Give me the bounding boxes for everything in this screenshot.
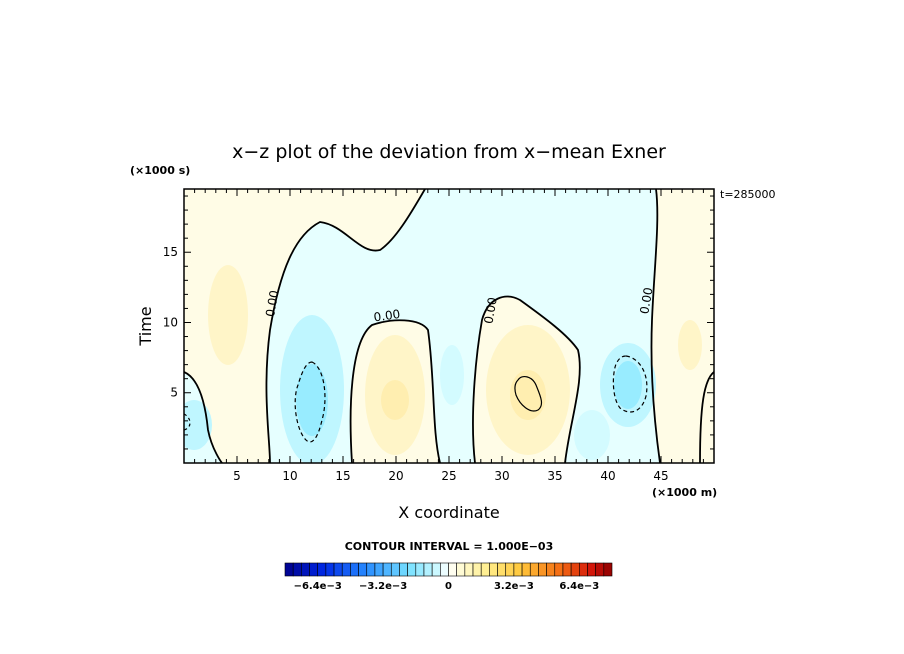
colorbar-cell — [309, 562, 318, 577]
colorbar-cell — [538, 562, 547, 577]
positive-region-left — [184, 189, 425, 463]
colorbar-cell — [464, 562, 474, 577]
y-tick-label: 10 — [163, 315, 178, 329]
colorbar-cell — [374, 562, 384, 577]
plot-area: 0.00 0.00 0.00 0.00 5 10 15 20 25 30 35 40 45 5 10 15 — [163, 188, 715, 483]
zero-contour-lobe-20 — [349, 319, 441, 463]
shade-negative-36 — [574, 410, 610, 460]
colorbar-cell — [341, 562, 351, 577]
colorbar-cell — [480, 562, 490, 577]
colorbar-cell — [546, 562, 556, 577]
colorbar-cell — [472, 562, 482, 577]
x-tick-label: 40 — [600, 469, 615, 483]
colorbar-labels: −6.4e−3 −3.2e−3 0 3.2e−3 6.4e−3 — [294, 581, 600, 592]
negative-contour-12 — [294, 361, 326, 443]
shade-negative-42-core — [614, 361, 642, 409]
contour-interval-label: CONTOUR INTERVAL = 1.000E−03 — [345, 540, 554, 553]
zero-contour-left-lower — [184, 371, 223, 463]
x-tick-label: 10 — [282, 469, 297, 483]
contour-label: 0.00 — [263, 289, 281, 318]
colorbar-cell — [497, 562, 507, 577]
x-tick-label: 5 — [233, 469, 241, 483]
colorbar-cell — [448, 562, 457, 577]
colorbar-tick-label: 3.2e−3 — [494, 581, 534, 592]
colorbar-cell — [587, 562, 596, 577]
x-unit-label: (×1000 m) — [652, 486, 717, 499]
shade-positive-3 — [208, 265, 248, 365]
y-unit-label: (×1000 s) — [130, 164, 190, 177]
x-tick-label: 15 — [335, 469, 350, 483]
contour-label: 0.00 — [481, 296, 499, 325]
negative-contour-42 — [612, 355, 648, 413]
y-axis-label: Time — [136, 306, 155, 346]
colorbar-cell — [350, 562, 359, 577]
zero-contour-lobe-32 — [472, 295, 581, 463]
colorbar-tick-label: 6.4e−3 — [559, 581, 599, 592]
shade-positive-32-core — [510, 370, 546, 420]
colorbar-cell — [399, 562, 408, 577]
colorbar-cell — [578, 562, 588, 577]
x-tick-label: 45 — [653, 469, 668, 483]
colorbar — [284, 562, 613, 577]
colorbar-cell — [505, 562, 515, 577]
shade-negative-12-core — [296, 364, 328, 436]
colorbar-cell — [333, 562, 343, 577]
colorbar-tick-label: −6.4e−3 — [294, 581, 342, 592]
contour-label: 0.00 — [373, 307, 401, 325]
colorbar-cell — [366, 562, 376, 577]
colorbar-cell — [317, 562, 327, 577]
negative-contour-0 — [184, 413, 191, 431]
colorbar-cell — [407, 562, 417, 577]
colorbar-cell — [603, 562, 613, 577]
contour-labels: 0.00 0.00 0.00 0.00 — [263, 286, 656, 325]
colorbar-cell — [489, 562, 498, 577]
shade-positive-20-core — [381, 380, 409, 420]
colorbar-cell — [513, 562, 523, 577]
colorbar-cell — [284, 562, 294, 577]
y-tick-label: 5 — [170, 386, 178, 400]
contour-label: 0.00 — [637, 286, 655, 315]
colorbar-cell — [595, 562, 605, 577]
colorbar-cell — [529, 562, 539, 577]
colorbar-cell — [390, 562, 400, 577]
colorbar-tick-label: −3.2e−3 — [359, 581, 407, 592]
colorbar-cell — [292, 562, 302, 577]
colorbar-cell — [456, 562, 466, 577]
x-tick-label: 35 — [547, 469, 562, 483]
tick-marks — [184, 189, 714, 463]
tick-labels: 5 10 15 20 25 30 35 40 45 5 10 15 — [163, 245, 669, 483]
colorbar-cell — [382, 562, 392, 577]
colorbar-cell — [521, 562, 531, 577]
x-axis-label: X coordinate — [398, 503, 499, 522]
y-tick-label: 15 — [163, 245, 178, 259]
zero-contour-right — [650, 189, 661, 463]
colorbar-cell — [423, 562, 433, 577]
zero-contour-left — [265, 189, 426, 463]
colorbar-cell — [570, 562, 580, 577]
shade-positive-47 — [678, 320, 702, 370]
positive-contour-32 — [514, 375, 543, 412]
colorbar-cell — [301, 562, 310, 577]
colorbar-cell — [554, 562, 564, 577]
colorbar-cell — [562, 562, 572, 577]
zero-contour-right-edge — [699, 371, 714, 463]
x-tick-label: 30 — [494, 469, 509, 483]
colorbar-cell — [325, 562, 335, 577]
colorbar-tick-label: 0 — [445, 581, 452, 592]
colorbar-cell — [358, 562, 368, 577]
colorbar-cell — [415, 562, 425, 577]
x-tick-label: 20 — [388, 469, 403, 483]
time-label: t=285000 — [720, 188, 776, 201]
chart-title: x−z plot of the deviation from x−mean Ex… — [232, 141, 666, 163]
colorbar-cell — [440, 562, 449, 577]
shade-negative-25 — [440, 345, 464, 405]
colorbar-cell — [431, 562, 441, 577]
x-tick-label: 25 — [441, 469, 456, 483]
